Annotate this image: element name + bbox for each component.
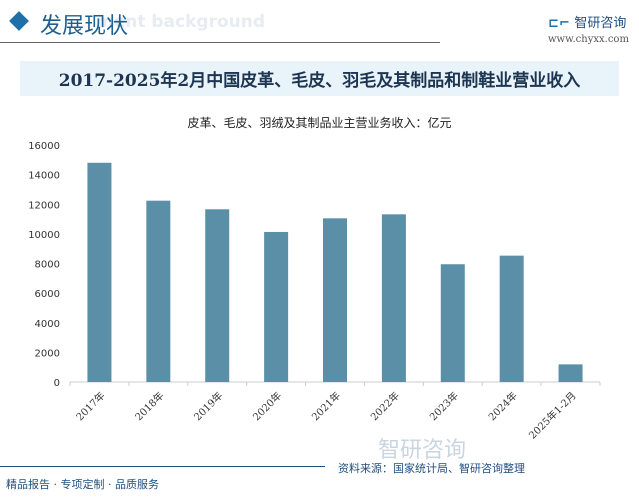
bar bbox=[146, 200, 171, 382]
y-tick-label: 12000 bbox=[28, 200, 60, 211]
bar bbox=[264, 231, 289, 382]
x-tick-label: 2019年 bbox=[191, 389, 225, 423]
bar bbox=[205, 209, 230, 382]
brand-name: 智研咨询 bbox=[574, 16, 627, 31]
x-tick-label: 2023年 bbox=[427, 389, 461, 423]
bar bbox=[87, 162, 112, 382]
y-tick-label: 6000 bbox=[35, 289, 60, 300]
bar bbox=[323, 218, 347, 382]
footer-divider bbox=[0, 466, 325, 467]
x-tick-label: 2022年 bbox=[368, 389, 402, 423]
header-divider bbox=[0, 42, 440, 43]
header-watermark-text: ment background bbox=[96, 12, 266, 32]
x-tick-label: 2017年 bbox=[73, 389, 107, 423]
footer-slogan: 精品报告 · 专项定制 · 品质服务 bbox=[6, 478, 159, 491]
y-tick-label: 16000 bbox=[28, 141, 60, 152]
y-tick-label: 14000 bbox=[28, 171, 60, 182]
brand-logo: ⊏⌐ 智研咨询 bbox=[548, 12, 626, 31]
data-source: 资料来源：国家统计局、智研咨询整理 bbox=[338, 462, 525, 475]
bar bbox=[558, 364, 583, 382]
x-tick-label: 2024年 bbox=[486, 389, 520, 423]
bar bbox=[440, 264, 465, 382]
x-tick-label: 2020年 bbox=[250, 389, 284, 423]
y-tick-label: 4000 bbox=[35, 319, 60, 330]
brand-url: www.chyxx.com bbox=[548, 34, 629, 45]
title-band bbox=[20, 61, 619, 96]
x-tick-label: 2025年1-2月 bbox=[526, 389, 579, 442]
bar bbox=[499, 255, 524, 382]
x-tick-label: 2021年 bbox=[309, 389, 343, 423]
bar bbox=[381, 214, 406, 382]
section-title: 发展现状 bbox=[40, 14, 129, 39]
y-tick-label: 2000 bbox=[35, 348, 60, 359]
footer-logo: 智研咨询 bbox=[378, 438, 467, 463]
chart-title: 皮革、毛皮、羽绒及其制品业主营业务收入：亿元 bbox=[187, 116, 452, 130]
y-tick-label: 10000 bbox=[28, 230, 60, 241]
y-tick-label: 0 bbox=[54, 378, 60, 389]
logo-icon: ⊏⌐ bbox=[548, 16, 575, 31]
y-tick-label: 8000 bbox=[35, 260, 60, 271]
main-title: 2017-2025年2月中国皮革、毛皮、羽毛及其制品和制鞋业营业收入 bbox=[58, 71, 581, 91]
x-tick-label: 2018年 bbox=[132, 389, 166, 423]
